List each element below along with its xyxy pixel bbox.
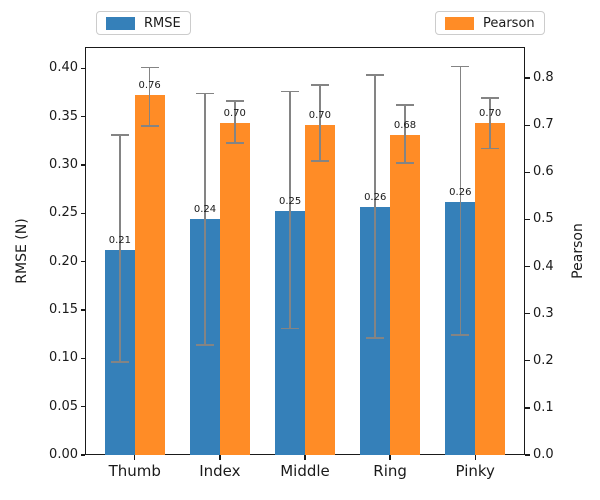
right-axis-tick-label: 0.4 <box>533 258 554 274</box>
x-axis-tick-label: Thumb <box>108 462 161 480</box>
error-bar-line <box>459 66 462 336</box>
error-bar-cap-top <box>281 90 300 93</box>
bar-value-label: 0.68 <box>393 120 417 132</box>
left-axis-title: RMSE (N) <box>14 218 30 284</box>
bar-value-label: 0.70 <box>308 110 332 122</box>
error-bar-cap-bottom <box>281 327 300 330</box>
left-axis-tick-label: 0.25 <box>49 205 78 221</box>
x-axis-tick-label: Ring <box>373 462 407 480</box>
left-axis-tick <box>80 67 85 69</box>
rmse-legend-swatch-icon <box>106 16 135 30</box>
right-axis-tick-label: 0.1 <box>533 399 554 415</box>
left-axis-tick <box>80 357 85 359</box>
bar-value-label: 0.26 <box>364 192 387 204</box>
right-axis-tick <box>525 124 530 126</box>
error-bar-cap-top <box>310 84 329 86</box>
error-bar-cap-bottom <box>225 142 244 144</box>
left-axis-tick-label: 0.05 <box>49 398 78 414</box>
error-bar-cap-bottom <box>396 162 414 164</box>
pearson-legend-label: Pearson <box>483 15 535 31</box>
left-axis-tick <box>80 212 85 214</box>
error-bar-line <box>489 97 491 149</box>
left-axis-tick <box>80 406 85 408</box>
right-axis-tick <box>525 407 530 409</box>
pearson-bar-ring <box>390 135 420 455</box>
bar-value-label: 0.25 <box>278 196 302 208</box>
right-axis-tick <box>525 171 530 173</box>
left-axis-tick <box>80 164 85 166</box>
error-bar-line <box>119 134 121 363</box>
x-axis-tick-label: Pinky <box>455 462 495 480</box>
left-axis-tick-label: 0.20 <box>49 253 78 269</box>
pearson-bar-thumb <box>134 95 165 455</box>
legend-rmse: RMSE <box>96 11 191 35</box>
x-axis-tick <box>134 455 136 460</box>
left-axis-tick-label: 0.35 <box>49 108 78 124</box>
x-axis-tick <box>219 455 221 460</box>
error-bar-cap-bottom <box>451 334 470 336</box>
x-axis-tick-label: Index <box>199 462 241 480</box>
error-bar-cap-top <box>396 104 414 106</box>
right-axis-tick-label: 0.3 <box>533 305 554 321</box>
right-axis-tick-label: 0.2 <box>533 352 554 368</box>
right-axis-tick-label: 0.7 <box>533 117 554 133</box>
error-bar-line <box>204 93 206 345</box>
bar-value-label: 0.70 <box>478 107 502 119</box>
pearson-bar-index <box>219 123 250 455</box>
pearson-bar-pinky <box>475 122 505 455</box>
error-bar-cap-top <box>196 92 214 95</box>
left-axis-tick <box>80 454 85 456</box>
error-bar-cap-top <box>225 100 244 102</box>
left-axis-tick <box>80 309 85 311</box>
pearson-bar-middle <box>305 125 335 455</box>
right-axis-tick-label: 0.5 <box>533 211 554 227</box>
error-bar-cap-bottom <box>110 361 129 363</box>
error-bar-cap-bottom <box>310 160 329 162</box>
error-bar-line <box>319 85 321 161</box>
error-bar-cap-bottom <box>481 147 500 150</box>
x-axis-tick <box>474 455 476 460</box>
error-bar-cap-top <box>451 65 470 68</box>
bar-value-label: 0.24 <box>193 204 217 216</box>
x-axis-tick <box>389 455 391 460</box>
x-axis-tick <box>304 455 306 460</box>
left-axis-tick-label: 0.10 <box>49 350 78 366</box>
right-axis-tick <box>525 77 530 79</box>
error-bar-cap-bottom <box>366 337 385 339</box>
left-axis-tick-label: 0.00 <box>49 447 78 462</box>
error-bar-cap-top <box>140 66 159 68</box>
error-bar-cap-top <box>366 74 385 76</box>
bar-value-label: 0.76 <box>138 80 161 92</box>
error-bar-line <box>289 91 291 329</box>
right-axis-tick <box>525 218 530 221</box>
right-axis-tick <box>525 265 530 268</box>
left-axis-tick <box>80 260 85 263</box>
left-axis-tick-label: 0.30 <box>49 156 78 172</box>
bar-value-label: 0.26 <box>449 186 472 198</box>
legend-pearson: Pearson <box>435 11 545 35</box>
x-axis-tick-label: Middle <box>280 462 330 480</box>
right-axis-tick <box>525 360 530 362</box>
right-axis-tick-label: 0.8 <box>533 70 554 86</box>
error-bar-cap-bottom <box>140 125 159 127</box>
error-bar-cap-bottom <box>196 344 214 346</box>
error-bar-line <box>234 101 236 144</box>
pearson-legend-swatch-icon <box>445 16 474 30</box>
error-bar-line <box>404 104 406 163</box>
rmse-legend-label: RMSE <box>144 15 181 31</box>
right-axis-tick-label: 0.6 <box>533 164 554 180</box>
right-axis-tick-label: 0.0 <box>533 447 554 462</box>
error-bar-cap-top <box>481 97 500 99</box>
error-bar-cap-top <box>110 134 129 136</box>
bar-value-label: 0.21 <box>108 235 132 247</box>
bar-value-label: 0.70 <box>223 108 246 120</box>
left-axis-tick <box>80 115 85 118</box>
error-bar-line <box>148 67 151 127</box>
left-axis-tick-label: 0.40 <box>49 60 78 76</box>
right-axis-tick <box>525 454 530 456</box>
right-axis-tick <box>525 313 530 315</box>
left-axis-tick-label: 0.15 <box>49 301 78 317</box>
error-bar-line <box>374 75 376 338</box>
